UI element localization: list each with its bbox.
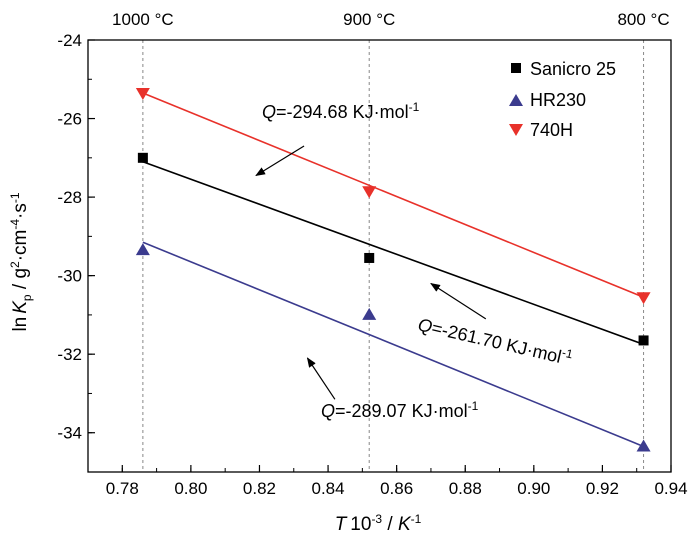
legend-label-0: Sanicro 25 <box>530 59 616 79</box>
x-axis-title: T 10-3 / K-1 <box>335 512 422 535</box>
x-tick-label-7: 0.92 <box>586 479 619 498</box>
marker-0-2 <box>638 335 649 346</box>
marker-1-0 <box>135 243 150 256</box>
x-tick-label-0: 0.78 <box>106 479 139 498</box>
x-tick-label-3: 0.84 <box>312 479 345 498</box>
legend-marker-square <box>511 63 521 73</box>
annotation-arrow-0 <box>255 145 305 177</box>
legend-label-2: 740H <box>530 120 573 140</box>
y-tick-label-5: -24 <box>57 31 82 50</box>
legend-item-sanicro: Sanicro 25 <box>511 59 616 79</box>
annotation-arrows <box>255 145 487 400</box>
x-tick-label-5: 0.88 <box>449 479 482 498</box>
x-tick-label-4: 0.86 <box>380 479 413 498</box>
y-axis-title: lnKp / g2·cm-4·s-1 <box>8 192 34 331</box>
x-tick-label-8: 0.94 <box>654 479 687 498</box>
y-tick-label-3: -28 <box>57 188 82 207</box>
legend: Sanicro 25 HR230 740H <box>509 59 616 140</box>
annotation-261: Q=-261.70 KJ·mol-1 <box>416 312 574 369</box>
annotation-arrow-2 <box>306 357 336 400</box>
x-tick-label-1: 0.80 <box>174 479 207 498</box>
annotation-arrow-1 <box>430 282 487 320</box>
marker-1-1 <box>362 307 377 320</box>
data-markers <box>135 88 651 452</box>
marker-0-1 <box>364 252 375 263</box>
annotation-294: Q=-294.68 KJ·mol-1 <box>262 100 420 122</box>
plot-frame <box>87 39 672 473</box>
top-labels: 1000 °C 900 °C 800 °C <box>112 10 670 29</box>
fit-lines <box>142 92 644 448</box>
marker-2-1 <box>362 186 377 199</box>
legend-item-740h: 740H <box>509 120 573 140</box>
x-tick-label-6: 0.90 <box>517 479 550 498</box>
ref-label-2: 800 °C <box>617 10 669 29</box>
marker-0-0 <box>137 152 148 163</box>
fit-line-2 <box>142 92 644 298</box>
y-tick-label-1: -32 <box>57 345 82 364</box>
legend-marker-triangle-up <box>509 94 523 106</box>
legend-label-1: HR230 <box>530 90 586 110</box>
ref-label-1: 900 °C <box>343 10 395 29</box>
ref-label-0: 1000 °C <box>112 10 174 29</box>
annotation-289: Q=-289.07 KJ·mol-1 <box>321 399 479 421</box>
legend-item-hr230: HR230 <box>509 90 586 110</box>
y-ticks: -34 -32 -30 -28 -26 -24 <box>57 31 95 473</box>
marker-1-2 <box>636 439 651 452</box>
y-tick-label-0: -34 <box>57 424 82 443</box>
fit-line-1 <box>142 241 644 448</box>
marker-2-0 <box>135 88 150 101</box>
marker-2-2 <box>636 292 651 305</box>
y-tick-label-4: -26 <box>57 110 82 129</box>
fit-line-0 <box>142 160 644 346</box>
legend-marker-triangle-down <box>509 124 523 136</box>
y-tick-label-2: -30 <box>57 267 82 286</box>
x-tick-label-2: 0.82 <box>243 479 276 498</box>
x-ticks: 0.78 0.80 0.82 0.84 0.86 0.88 0.90 0.92 0.94 <box>87 465 688 498</box>
